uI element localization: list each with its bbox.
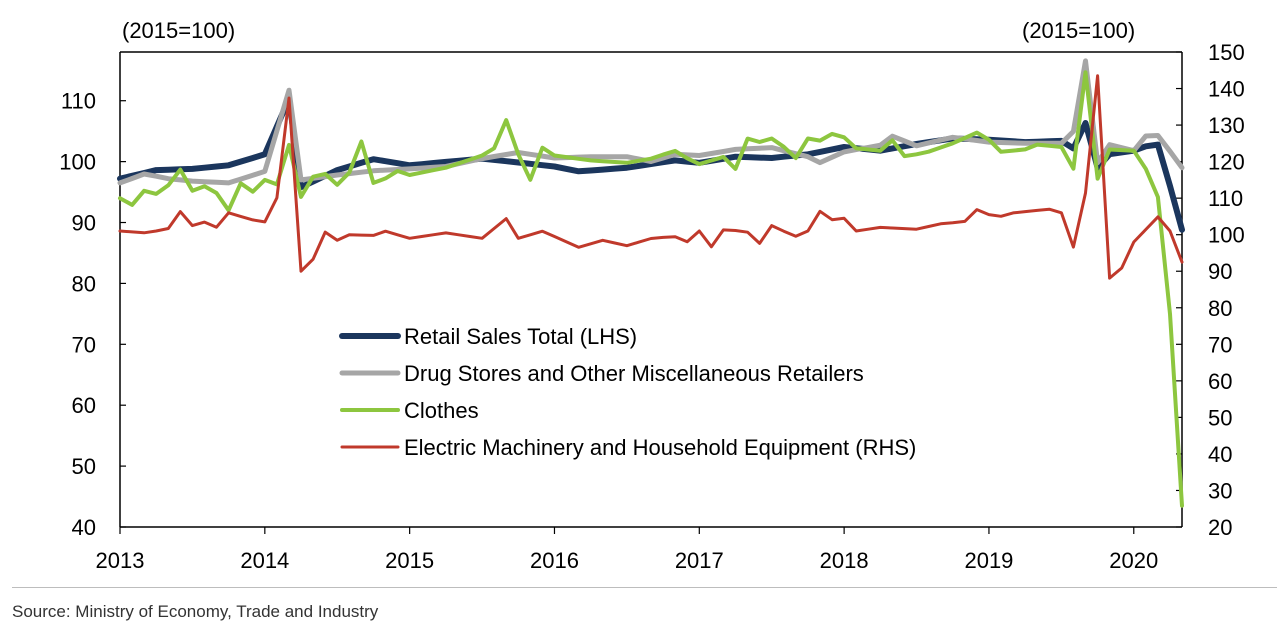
right-tick-label: 150 [1208, 40, 1245, 65]
legend-label: Clothes [404, 398, 479, 423]
legend-label: Electric Machinery and Household Equipme… [404, 435, 916, 460]
x-tick-label: 2016 [530, 548, 579, 573]
right-tick-label: 50 [1208, 405, 1232, 430]
series-layer [117, 58, 1185, 508]
right-tick-label: 120 [1208, 150, 1245, 175]
x-tick-label: 2017 [675, 548, 724, 573]
series-line-4 [118, 74, 1184, 280]
right-axis-unit-label: (2015=100) [1022, 18, 1135, 43]
plot-frame [119, 51, 1183, 528]
left-tick-label: 70 [72, 332, 96, 357]
legend: Retail Sales Total (LHS) Drug Stores and … [339, 324, 916, 460]
x-tick-label: 2019 [964, 548, 1013, 573]
series-line-2 [117, 58, 1185, 186]
right-tick-label: 140 [1208, 77, 1245, 102]
right-tick-label: 100 [1208, 223, 1245, 248]
left-tick-label: 110 [61, 89, 96, 114]
right-tick-label: 20 [1208, 515, 1232, 540]
left-tick-label: 100 [59, 150, 96, 175]
left-tick-label: 40 [72, 515, 96, 540]
right-tick-label: 70 [1208, 332, 1232, 357]
right-tick-label: 60 [1208, 369, 1232, 394]
legend-label: Retail Sales Total (LHS) [404, 324, 637, 349]
right-tick-label: 110 [1208, 186, 1243, 211]
left-tick-label: 90 [72, 211, 96, 236]
x-tick-label: 2014 [240, 548, 289, 573]
line-chart: (2015=100) (2015=100) 40 50 60 70 80 90 100 110… [59, 18, 1245, 573]
left-tick-label: 60 [72, 393, 96, 418]
right-tick-label: 130 [1208, 113, 1245, 138]
x-axis-ticks: 2013 2014 2015 2016 2017 2018 2019 2020 [96, 527, 1158, 573]
legend-label: Drug Stores and Other Miscellaneous Reta… [404, 361, 864, 386]
right-axis-ticks: 20 30 40 50 60 70 80 90 100 110 120 130 140 150 [1176, 40, 1245, 540]
source-note: Source: Ministry of Economy, Trade and I… [12, 602, 379, 621]
right-tick-label: 30 [1208, 478, 1232, 503]
right-tick-label: 90 [1208, 259, 1232, 284]
series-line-3 [118, 70, 1184, 508]
left-axis-unit-label: (2015=100) [122, 18, 235, 43]
x-tick-label: 2020 [1109, 548, 1158, 573]
left-tick-label: 50 [72, 454, 96, 479]
right-tick-label: 40 [1208, 442, 1232, 467]
x-tick-label: 2013 [96, 548, 145, 573]
x-tick-label: 2018 [820, 548, 869, 573]
x-tick-label: 2015 [385, 548, 434, 573]
source-divider [12, 587, 1277, 588]
right-tick-label: 80 [1208, 296, 1232, 321]
left-tick-label: 80 [72, 271, 96, 296]
left-axis-ticks: 40 50 60 70 80 90 100 110 [59, 89, 126, 540]
